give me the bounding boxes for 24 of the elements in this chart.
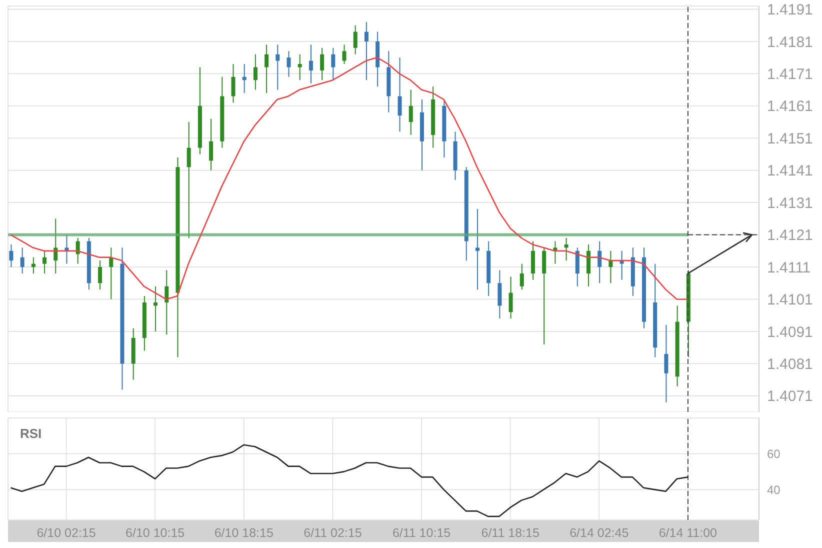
x-tick-label: 6/14 11:00 bbox=[658, 526, 718, 540]
text: RSI bbox=[20, 426, 42, 441]
y-tick-label: 40 bbox=[767, 482, 781, 497]
x-tick-label: 6/10 10:15 bbox=[126, 526, 185, 540]
y-tick-label: 1.4091 bbox=[767, 324, 813, 341]
y-tick-label: 1.4131 bbox=[767, 194, 813, 212]
y-tick-label: 1.4071 bbox=[767, 388, 813, 406]
y-tick-label: 1.4121 bbox=[767, 227, 813, 244]
y-tick-label: 1.4181 bbox=[767, 34, 813, 51]
x-tick-label: 6/11 02:15 bbox=[304, 526, 362, 540]
y-tick-label: 1.4151 bbox=[767, 130, 813, 148]
x-tick-label: 6/10 02:15 bbox=[36, 526, 96, 540]
y-tick-label: 1.4101 bbox=[767, 292, 813, 309]
y-tick-label: 1.4191 bbox=[767, 2, 813, 19]
x-tick-label: 6/10 18:15 bbox=[214, 526, 274, 540]
y-tick-label: 1.4161 bbox=[767, 98, 813, 116]
y-tick-label: 1.4141 bbox=[767, 162, 813, 180]
x-tick-label: 6/11 18:15 bbox=[481, 526, 540, 540]
x-tick-label: 6/11 10:15 bbox=[392, 526, 451, 540]
y-tick-label: 1.4081 bbox=[767, 356, 813, 373]
y-tick-label: 1.4111 bbox=[767, 259, 811, 276]
x-tick-label: 6/14 02:45 bbox=[570, 526, 629, 540]
y-tick-label: 60 bbox=[767, 447, 781, 462]
y-tick-label: 1.4171 bbox=[767, 66, 813, 83]
